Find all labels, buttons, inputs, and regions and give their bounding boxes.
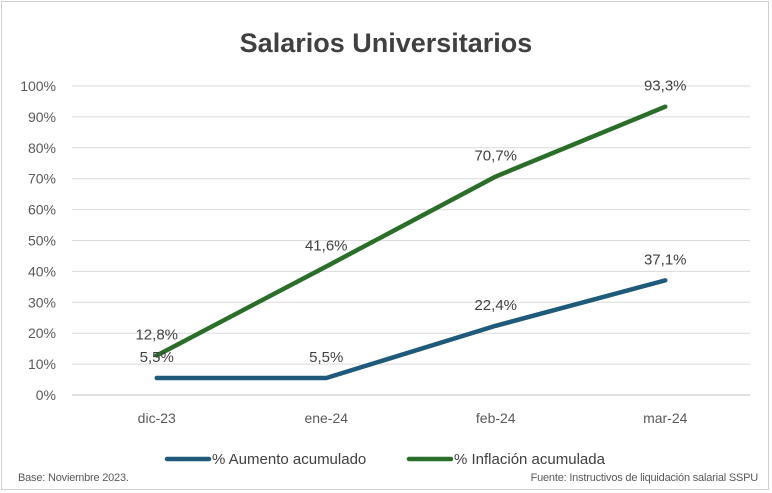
y-tick-label: 30% [28,294,56,310]
x-tick-label: mar-24 [643,410,688,426]
x-axis: dic-23 ene-24 feb-24 mar-24 [138,410,688,426]
y-tick-label: 60% [28,202,56,218]
series-line-2 [154,104,668,358]
legend-label: % Inflación acumulada [454,451,606,468]
data-label: 70,7% [474,148,517,165]
y-tick-label: 50% [28,233,56,249]
y-tick-label: 10% [28,356,56,372]
y-tick-label: 20% [28,325,56,341]
data-label: 22,4% [474,297,517,314]
data-label: 41,6% [305,237,348,254]
legend: % Aumento acumulado % Inflación acumulada [164,451,606,468]
y-tick-label: 90% [28,109,56,125]
source-note: Fuente: Instructivos de liquidación sala… [530,472,759,484]
y-tick-label: 100% [20,78,56,94]
series-lines [154,104,668,381]
data-label: 93,3% [644,78,687,95]
y-tick-label: 0% [36,387,56,403]
base-note: Base: Noviembre 2023. [18,472,129,484]
x-tick-label: feb-24 [476,410,516,426]
data-labels: 5,5% 5,5% 22,4% 37,1% 12,8% 41,6% 70,7% 93,3% [135,78,686,366]
y-tick-label: 80% [28,140,56,156]
y-axis: 0% 10% 20% 30% 40% 50% 60% 70% 80% 90% 100% [20,78,56,403]
y-tick-label: 70% [28,171,56,187]
x-tick-label: dic-23 [138,410,176,426]
y-tick-label: 40% [28,263,56,279]
data-label: 12,8% [135,326,178,343]
data-label: 5,5% [309,349,343,366]
data-label: 37,1% [644,251,687,268]
legend-label: % Aumento acumulado [212,451,366,468]
x-tick-label: ene-24 [304,410,348,426]
data-label: 5,5% [140,349,174,366]
series-line-1 [154,278,668,381]
chart-title: Salarios Universitarios [240,28,533,58]
